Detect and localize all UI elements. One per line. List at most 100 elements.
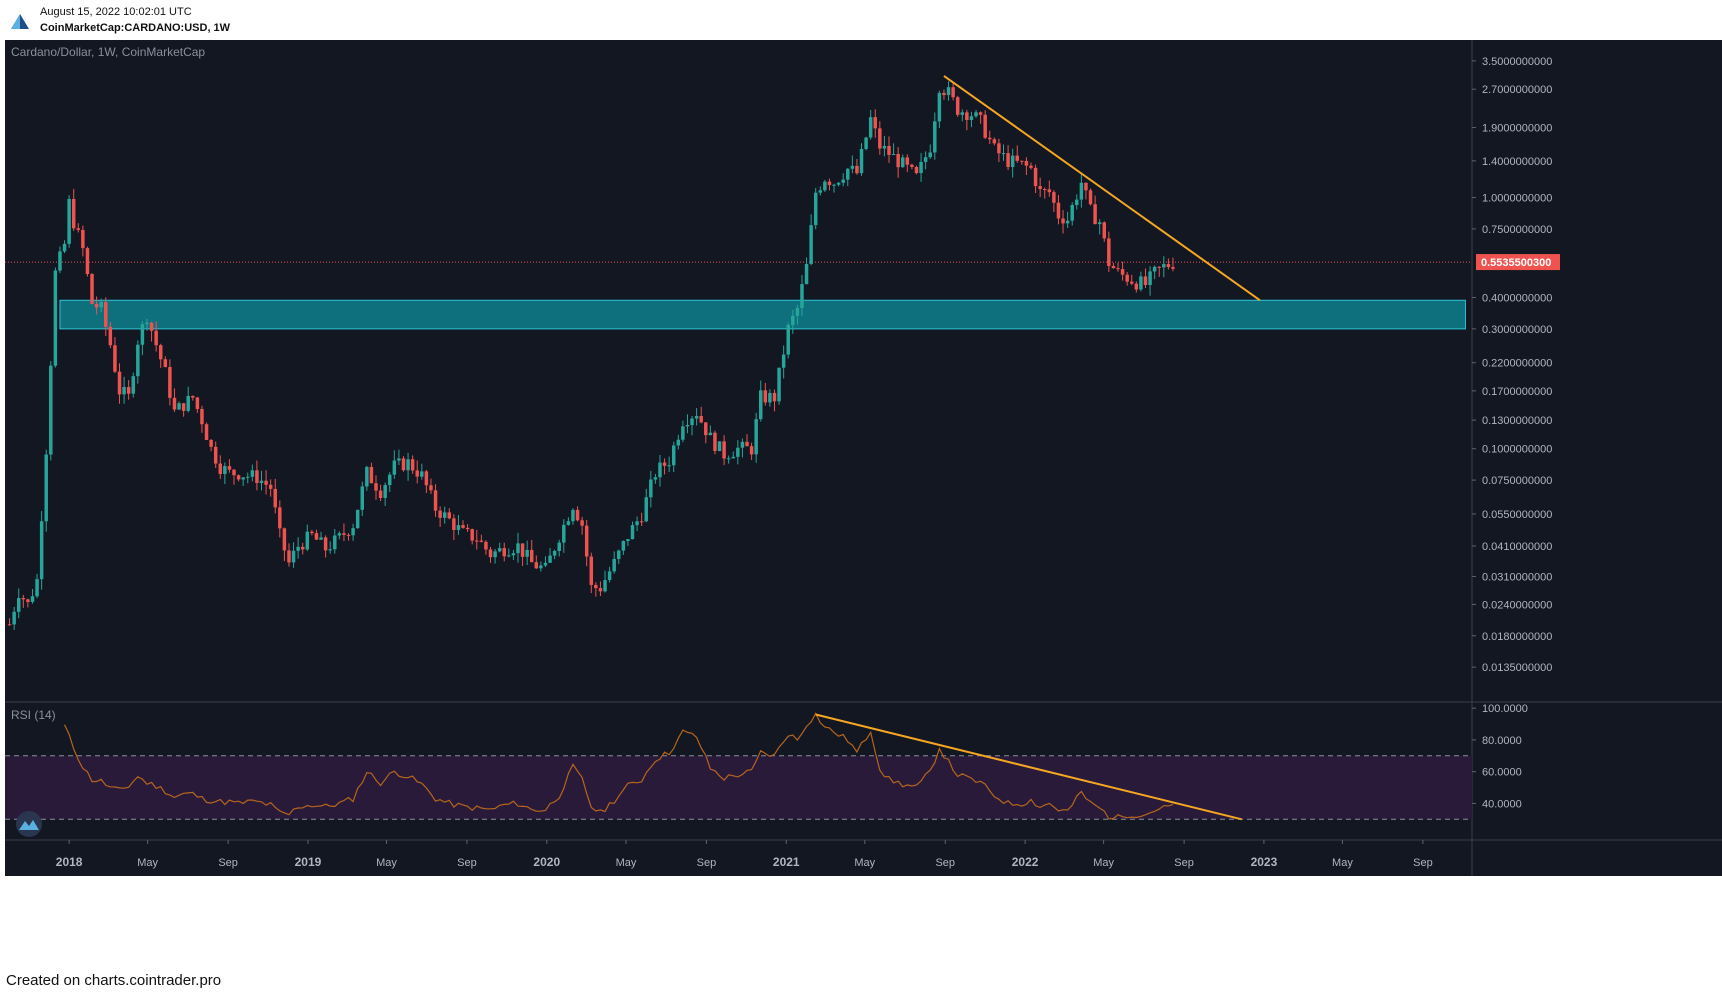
candle-down [85,248,90,275]
time-tick-label: May [854,857,875,869]
candle-down [168,367,172,398]
candle-down [415,470,419,477]
candle-up [1070,205,1074,221]
candle-down [662,462,667,466]
candle-down [534,562,539,569]
chart-background [5,40,1722,876]
time-tick-label: May [616,857,637,869]
candle-up [397,458,401,461]
candle-up [681,426,685,440]
candle-up [1097,222,1102,225]
candle-up [864,137,868,149]
candle-down [268,484,273,489]
candle-down [910,164,914,167]
candle-down [104,302,108,327]
candle-up [850,165,855,169]
candle-down [1084,182,1088,191]
candle-down [827,181,832,186]
candle-down [227,466,232,470]
candle-up [53,270,58,366]
candle-up [223,466,227,474]
candle-down [1134,283,1139,290]
candle-up [333,535,337,550]
candle-down [594,584,598,589]
candle-up [891,154,896,156]
chart-area[interactable]: Cardano/Dollar, 1W, CoinMarketCap RSI (14… [5,17,1722,958]
candle-down [126,386,131,394]
candle-up [1139,276,1143,290]
candle-up [630,525,635,540]
candle-down [232,469,236,476]
candle-down [1042,189,1047,191]
candle-up [177,403,181,410]
price-tick-label: 0.1700000000 [1482,386,1552,398]
candle-up [754,419,758,455]
price-tick-label: 3.5000000000 [1482,56,1552,68]
candle-down [575,509,580,521]
price-tick-label: 0.0550000000 [1482,509,1552,521]
candle-down [1171,267,1175,269]
price-tick-label: 0.0750000000 [1482,475,1552,487]
candle-up [809,225,813,264]
candle-down [978,112,983,115]
time-tick-label: May [1332,857,1353,869]
candle-up [777,367,781,402]
cointrader-logo [11,14,29,29]
candle-up [621,541,626,551]
candle-up [552,550,557,556]
candle-down [378,490,383,498]
candle-up [566,521,571,525]
price-chart-svg[interactable]: Cardano/Dollar, 1W, CoinMarketCap RSI (14… [5,17,1722,958]
candle-down [90,274,94,304]
price-tick-label: 0.4000000000 [1482,293,1552,305]
candle-up [571,509,575,522]
watermark-icon [16,811,42,837]
candle-up [296,546,300,551]
candle-down [1006,153,1010,167]
candle-up [1075,199,1079,206]
candle-down [429,485,433,491]
candle-up [832,184,836,186]
candle-down [1093,204,1097,225]
candle-down [447,512,452,519]
candle-up [543,562,548,566]
candle-down [323,537,328,551]
time-tick-label: Sep [1174,857,1194,869]
candle-down [1038,186,1042,190]
candle-up [726,458,731,460]
candle-up [392,460,397,475]
candle-up [30,596,35,602]
rsi-tick-label: 80.0000 [1482,735,1522,747]
candle-up [35,579,39,597]
candle-down [1125,274,1129,282]
candle-down [749,446,754,455]
time-tick-label: Sep [935,857,955,869]
candle-down [346,534,351,536]
candle-up [539,565,543,569]
rsi-trendline [815,713,1242,821]
candle-down [1120,269,1125,275]
candle-up [685,424,690,427]
candle-down [1111,265,1116,269]
price-tick-label: 1.9000000000 [1482,123,1552,135]
candle-down [369,466,374,484]
candle-down [108,326,113,346]
candle-up [791,315,795,325]
candle-up [140,324,145,345]
candle-up [99,302,103,308]
candle-up [1152,266,1157,272]
candle-up [946,87,951,96]
candle-down [71,198,76,229]
candle-down [713,432,717,452]
candle-down [1130,281,1134,284]
candle-up [667,465,671,467]
price-tick-label: 0.3000000000 [1482,324,1552,336]
candle-down [914,166,919,174]
price-tick-label: 0.0180000000 [1482,631,1552,643]
candle-up [383,485,387,498]
candle-down [896,154,900,168]
candle-up [786,324,790,355]
candle-up [960,112,965,115]
candle-down [21,597,26,600]
candle-up [131,376,135,394]
